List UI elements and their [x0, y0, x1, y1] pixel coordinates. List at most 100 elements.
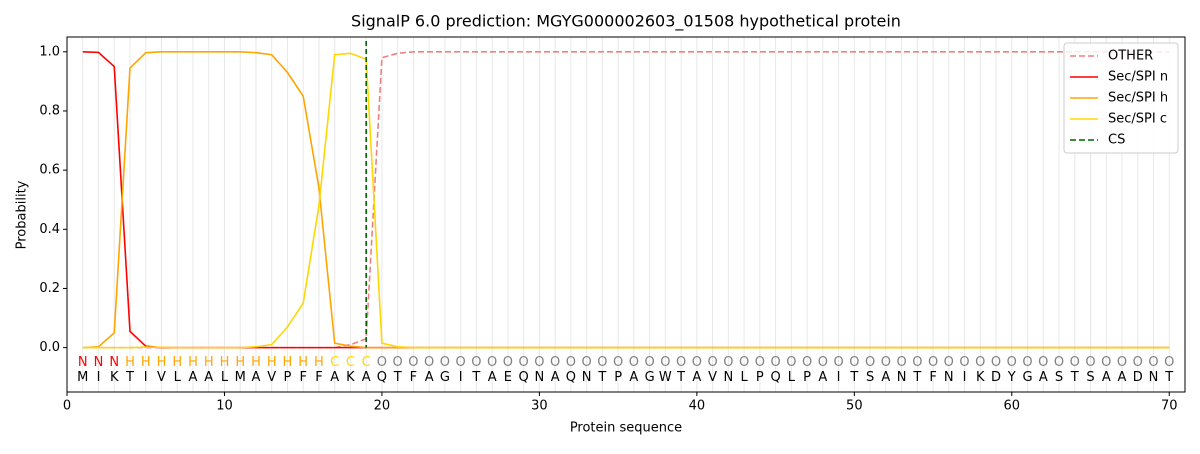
residue-label: T	[393, 370, 402, 385]
x-tick-label: 60	[1004, 399, 1021, 414]
region-label: O	[566, 355, 576, 370]
x-tick-label: 70	[1161, 399, 1178, 414]
residue-label: K	[346, 370, 355, 385]
residue-label: A	[252, 370, 261, 385]
y-tick-label: 0.6	[39, 163, 60, 178]
region-label: H	[235, 355, 245, 370]
residue-label: M	[77, 370, 88, 385]
region-label: O	[1101, 355, 1111, 370]
residue-label: N	[723, 370, 733, 385]
region-label: O	[487, 355, 497, 370]
region-label: H	[172, 355, 182, 370]
region-label: H	[267, 355, 277, 370]
residue-label: F	[299, 370, 306, 385]
x-tick-label: 30	[531, 399, 548, 414]
region-label: H	[314, 355, 324, 370]
region-label: O	[377, 355, 387, 370]
region-label: O	[739, 355, 749, 370]
residue-label: V	[708, 370, 717, 385]
region-label: O	[597, 355, 607, 370]
residue-label: K	[976, 370, 985, 385]
x-tick-label: 10	[216, 399, 233, 414]
residue-label: S	[866, 370, 874, 385]
region-label: O	[471, 355, 481, 370]
residue-label: I	[97, 370, 101, 385]
region-label: O	[456, 355, 466, 370]
residue-label: L	[788, 370, 796, 385]
x-tick-label: 50	[846, 399, 863, 414]
region-label: O	[881, 355, 891, 370]
region-label: O	[629, 355, 639, 370]
y-tick-label: 0.8	[39, 103, 60, 118]
region-label: N	[78, 355, 88, 370]
region-label: O	[503, 355, 513, 370]
region-label: O	[991, 355, 1001, 370]
region-label: O	[1038, 355, 1048, 370]
series-line	[82, 50, 1170, 349]
residue-label: A	[1118, 370, 1127, 385]
residue-label: P	[614, 370, 622, 385]
residue-label: F	[315, 370, 322, 385]
region-label: O	[944, 355, 954, 370]
residue-label: Y	[1007, 370, 1016, 385]
residue-label: T	[849, 370, 858, 385]
region-label: O	[408, 355, 418, 370]
region-label: O	[786, 355, 796, 370]
residue-label: L	[221, 370, 229, 385]
series-line	[82, 52, 1170, 349]
series-line	[82, 50, 1170, 349]
region-label: O	[833, 355, 843, 370]
x-axis-label: Protein sequence	[570, 421, 682, 436]
x-tick-label: 20	[374, 399, 391, 414]
region-label: O	[393, 355, 403, 370]
region-label: O	[424, 355, 434, 370]
residue-label: D	[1133, 370, 1143, 385]
region-label: O	[1117, 355, 1127, 370]
region-label: N	[109, 355, 119, 370]
region-label: O	[660, 355, 670, 370]
region-label: H	[125, 355, 135, 370]
chart-title: SignalP 6.0 prediction: MGYG000002603_01…	[351, 12, 901, 32]
residue-label: N	[1149, 370, 1159, 385]
residue-label: P	[756, 370, 764, 385]
region-label: O	[676, 355, 686, 370]
residue-label: A	[362, 370, 371, 385]
region-label: O	[519, 355, 529, 370]
region-label: O	[928, 355, 938, 370]
residue-label: T	[597, 370, 606, 385]
residue-label: A	[425, 370, 434, 385]
region-label: O	[440, 355, 450, 370]
region-label: O	[692, 355, 702, 370]
residue-label: Q	[377, 370, 387, 385]
residue-label: K	[110, 370, 119, 385]
y-tick-label: 0.4	[39, 222, 60, 237]
region-label: O	[534, 355, 544, 370]
region-label: H	[283, 355, 293, 370]
residue-label: M	[235, 370, 246, 385]
region-label: O	[1054, 355, 1064, 370]
region-label: H	[141, 355, 151, 370]
region-label: O	[1133, 355, 1143, 370]
residue-label: I	[144, 370, 148, 385]
region-label: H	[188, 355, 198, 370]
residue-label: I	[837, 370, 841, 385]
residue-label: T	[471, 370, 480, 385]
legend-label: Sec/SPI c	[1108, 112, 1167, 127]
residue-label: N	[535, 370, 545, 385]
y-tick-label: 0.0	[39, 340, 60, 355]
residue-label: W	[659, 370, 672, 385]
y-tick-label: 1.0	[39, 44, 60, 59]
residue-label: G	[440, 370, 450, 385]
legend-label: CS	[1108, 133, 1125, 148]
residue-label: D	[991, 370, 1001, 385]
region-label: O	[770, 355, 780, 370]
region-label: O	[1164, 355, 1174, 370]
region-label: O	[975, 355, 985, 370]
series-line	[82, 50, 1170, 349]
residue-label: T	[1070, 370, 1079, 385]
region-label: O	[582, 355, 592, 370]
region-label: O	[707, 355, 717, 370]
region-label: O	[912, 355, 922, 370]
residue-label: A	[488, 370, 497, 385]
